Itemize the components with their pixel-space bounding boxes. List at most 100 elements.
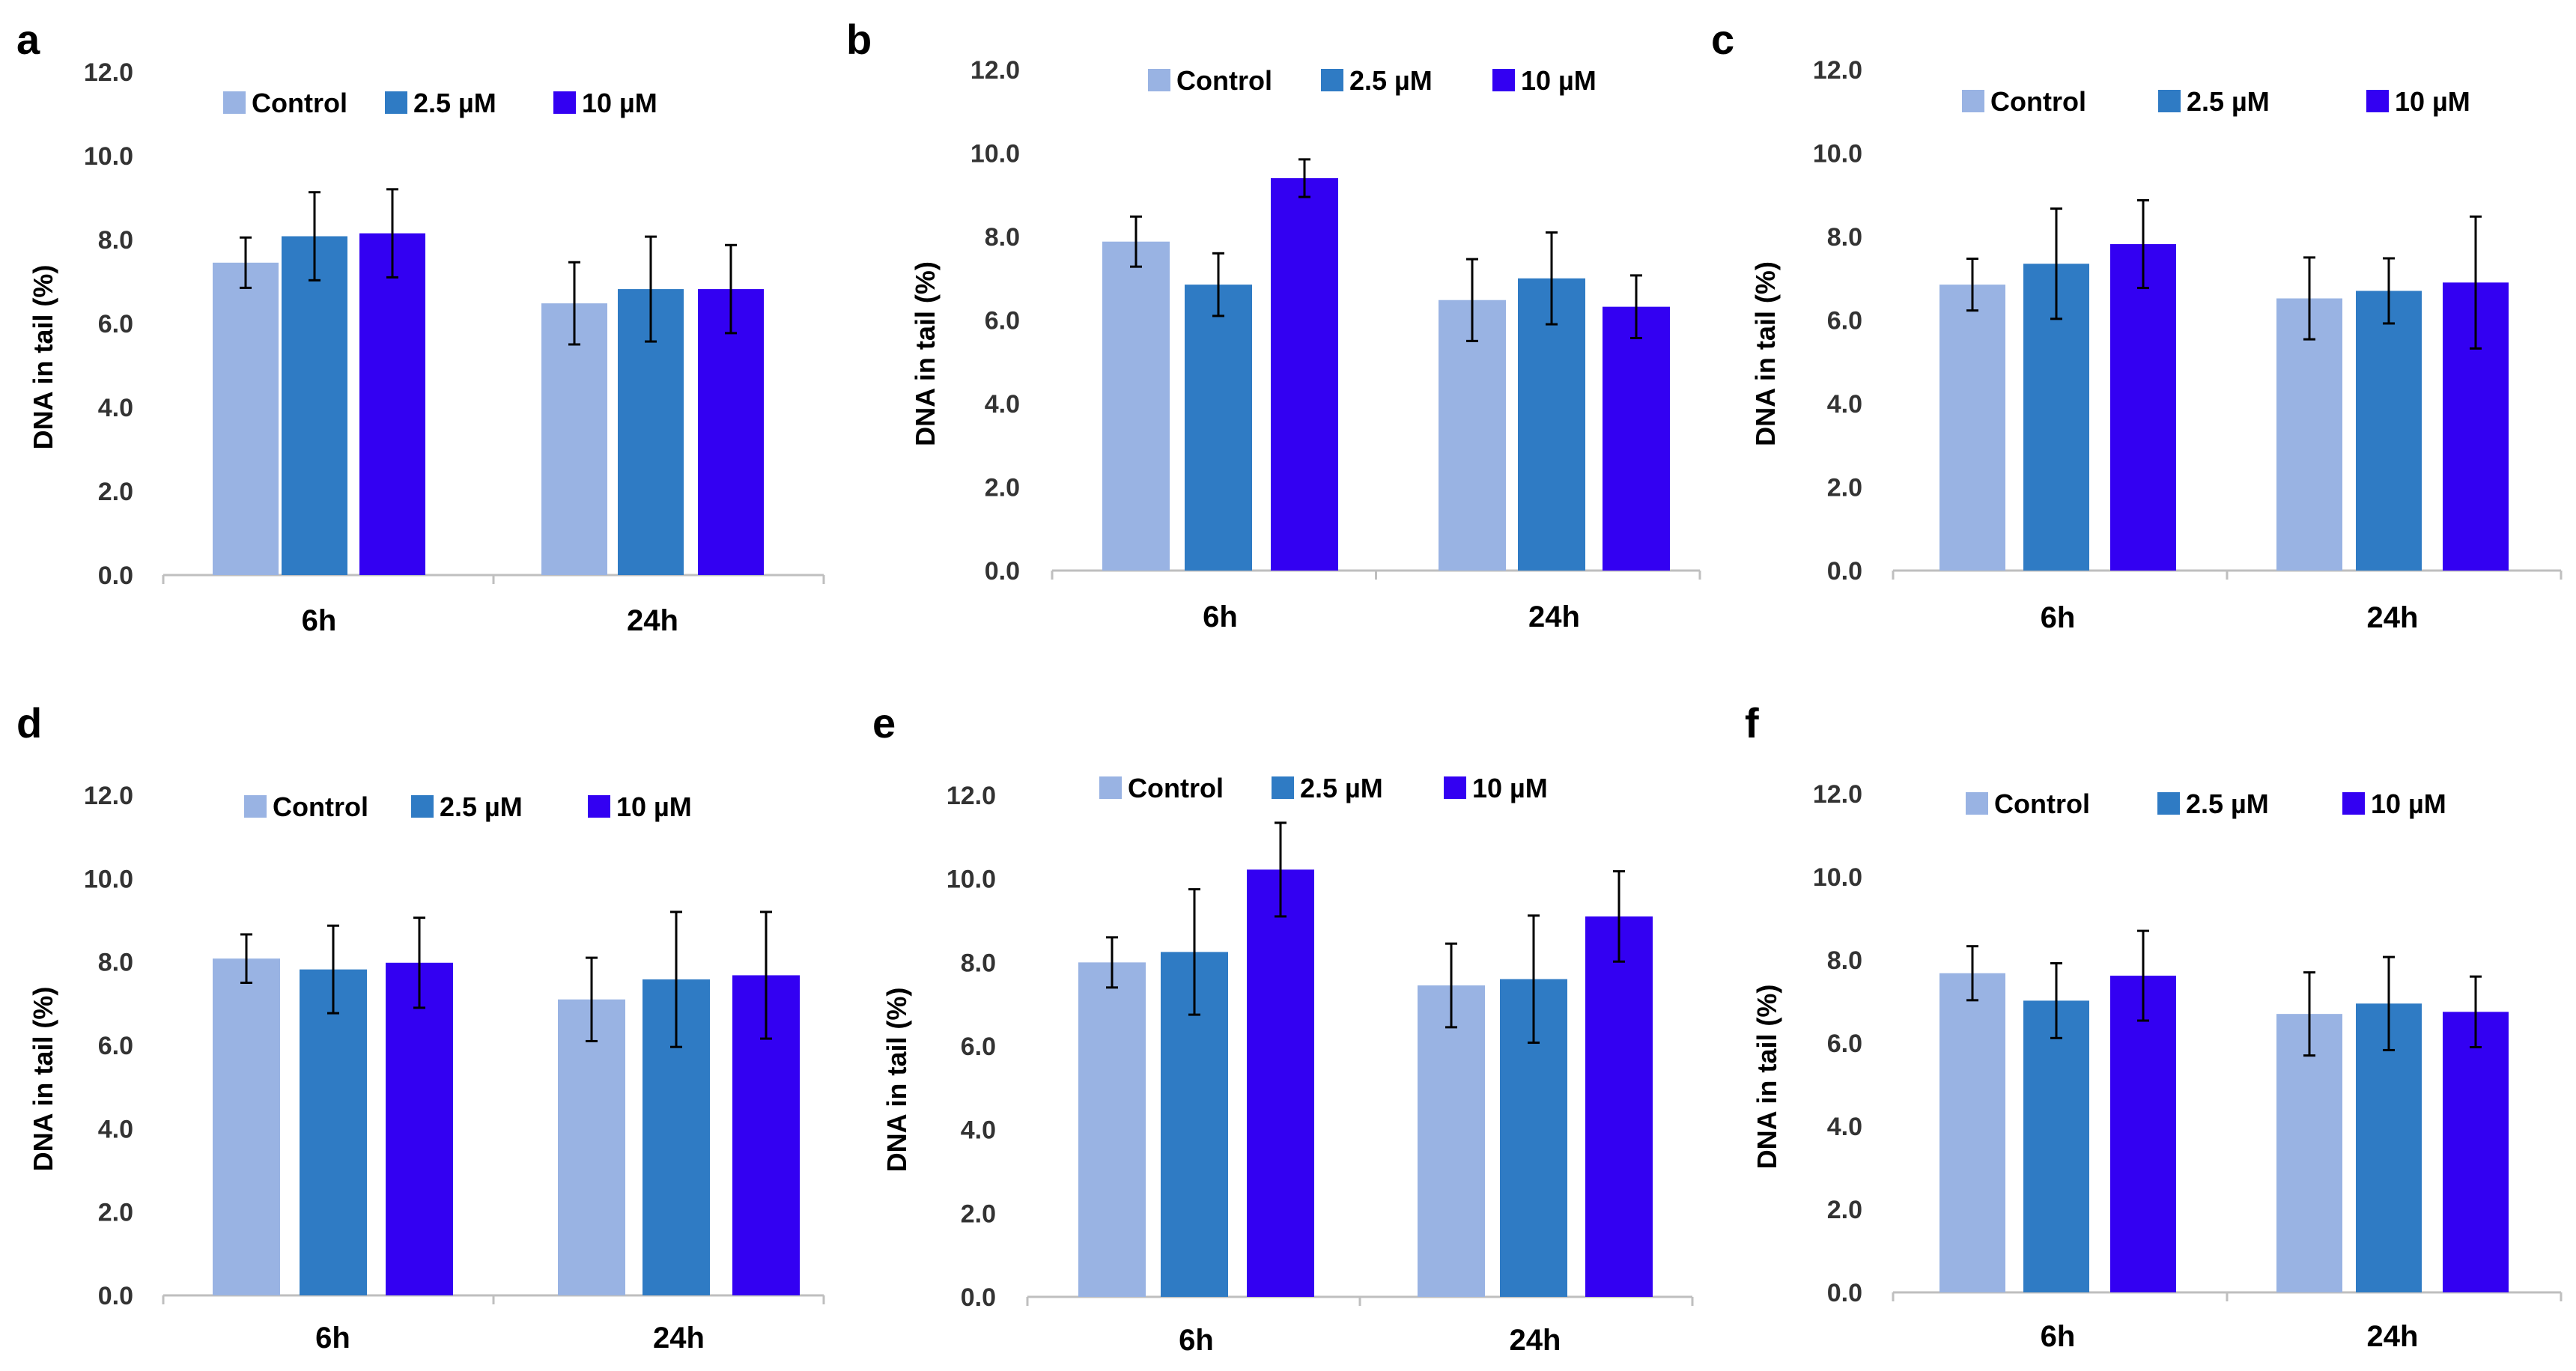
y-tick-label: 0.0 (98, 562, 133, 590)
y-tick-label: 0.0 (961, 1283, 996, 1312)
y-tick-label: 10.0 (84, 142, 133, 171)
legend-label: 10 µM (616, 791, 692, 822)
y-tick-label: 4.0 (1827, 1113, 1862, 1141)
y-tick-label: 6.0 (98, 310, 133, 338)
bar (2276, 298, 2342, 571)
x-category-label: 6h (1179, 1324, 1214, 1357)
legend-label: Control (1994, 788, 2090, 819)
legend-label: 2.5 µM (440, 791, 523, 822)
bar (2276, 1014, 2342, 1292)
bar (300, 969, 367, 1295)
legend-swatch (1444, 776, 1466, 799)
legend-swatch (1321, 69, 1343, 91)
bar (359, 233, 425, 575)
legend-swatch (2342, 792, 2365, 815)
x-category-label: 6h (2041, 601, 2076, 634)
panel-letter: c (1711, 16, 1734, 63)
legend-swatch (1962, 90, 1984, 112)
y-tick-label: 10.0 (84, 865, 133, 893)
x-category-label: 24h (653, 1322, 705, 1355)
chart-panel-d: d 0.0 2.0 4.0 6.0 8.0 10.0 12.0 DNA in tail (%) 6… (16, 699, 825, 1355)
y-tick-label: 8.0 (1827, 946, 1862, 975)
bar (1078, 962, 1146, 1297)
legend-swatch (223, 91, 246, 114)
y-tick-label: 6.0 (985, 307, 1020, 335)
legend-label: 10 µM (2395, 86, 2470, 117)
x-category-label: 6h (1203, 601, 1238, 633)
bar (1585, 916, 1653, 1297)
legend-label: 2.5 µM (1300, 773, 1383, 803)
bar (541, 303, 607, 575)
y-tick-label: 6.0 (98, 1032, 133, 1060)
x-category-label: 24h (1510, 1324, 1561, 1357)
legend-swatch (1099, 776, 1122, 799)
y-tick-label: 12.0 (1813, 56, 1862, 85)
legend-label: Control (1176, 65, 1272, 96)
legend-label: Control (1990, 86, 2086, 117)
y-tick-label: 4.0 (1827, 390, 1862, 419)
legend-label: 2.5 µM (2186, 788, 2269, 819)
legend-swatch (244, 795, 267, 818)
legend-label: Control (252, 88, 347, 118)
y-axis-title: DNA in tail (%) (910, 261, 941, 446)
y-tick-label: 2.0 (961, 1200, 996, 1228)
chart-panel-b: b 0.0 2.0 4.0 6.0 8.0 10.0 12.0 DNA in tail (%) 6… (846, 16, 1701, 633)
x-category-label: 24h (1528, 601, 1580, 633)
legend-swatch (553, 91, 576, 114)
legend-swatch (1272, 776, 1294, 799)
y-tick-label: 10.0 (1813, 140, 1862, 168)
bar (213, 262, 279, 575)
y-tick-label: 12.0 (84, 782, 133, 810)
y-tick-label: 12.0 (947, 782, 996, 810)
x-category-label: 24h (2367, 601, 2419, 634)
legend-swatch (588, 795, 610, 818)
legend-swatch (1966, 792, 1988, 815)
y-tick-label: 8.0 (985, 223, 1020, 252)
legend-label: 10 µM (1472, 773, 1548, 803)
bar (1518, 278, 1585, 571)
legend-label: 10 µM (1521, 65, 1597, 96)
bar (2356, 291, 2422, 571)
x-category-label: 6h (2041, 1320, 2076, 1353)
bar (1247, 869, 1314, 1297)
bar (1603, 306, 1670, 571)
legend-label: 10 µM (2371, 788, 2446, 819)
y-tick-label: 6.0 (961, 1033, 996, 1061)
legend-swatch (385, 91, 407, 114)
bar (282, 236, 347, 575)
y-tick-label: 8.0 (98, 226, 133, 255)
y-axis-title: DNA in tail (%) (881, 988, 912, 1173)
bar (2110, 976, 2176, 1292)
y-tick-label: 4.0 (985, 390, 1020, 419)
y-axis-title: DNA in tail (%) (28, 265, 58, 450)
y-tick-label: 10.0 (947, 866, 996, 894)
chart-panel-c: c 0.0 2.0 4.0 6.0 8.0 10.0 12.0 DNA in tail (%) 6… (1711, 16, 2563, 634)
y-tick-label: 2.0 (98, 478, 133, 506)
legend-swatch (2157, 792, 2180, 815)
y-tick-label: 0.0 (1827, 1279, 1862, 1307)
bar (386, 962, 453, 1295)
panel-letter: b (846, 16, 872, 63)
panel-letter: a (16, 16, 40, 63)
legend-swatch (2158, 90, 2181, 112)
y-tick-label: 4.0 (98, 394, 133, 422)
y-tick-label: 0.0 (1827, 557, 1862, 586)
y-tick-label: 2.0 (1827, 1196, 1862, 1224)
legend-swatch (1492, 69, 1515, 91)
legend-label: 2.5 µM (413, 88, 496, 118)
y-tick-label: 6.0 (1827, 307, 1862, 335)
y-tick-label: 0.0 (98, 1282, 133, 1310)
y-tick-label: 8.0 (98, 949, 133, 977)
x-category-label: 6h (302, 604, 337, 637)
y-tick-label: 8.0 (1827, 223, 1862, 252)
bar (213, 958, 280, 1295)
chart-panel-e: e 0.0 2.0 4.0 6.0 8.0 10.0 12.0 DNA in tail (%) 6… (872, 699, 1694, 1357)
chart-panel-a: a 0.0 2.0 4.0 6.0 8.0 10.0 12.0 DNA in tail (%) 6… (16, 16, 825, 637)
bar (698, 289, 764, 575)
panel-letter: e (872, 699, 896, 747)
bar (2110, 244, 2176, 571)
y-tick-label: 2.0 (98, 1199, 133, 1227)
y-axis-title: DNA in tail (%) (1750, 261, 1781, 446)
legend-label: 2.5 µM (1349, 65, 1433, 96)
bar (2356, 1003, 2422, 1292)
